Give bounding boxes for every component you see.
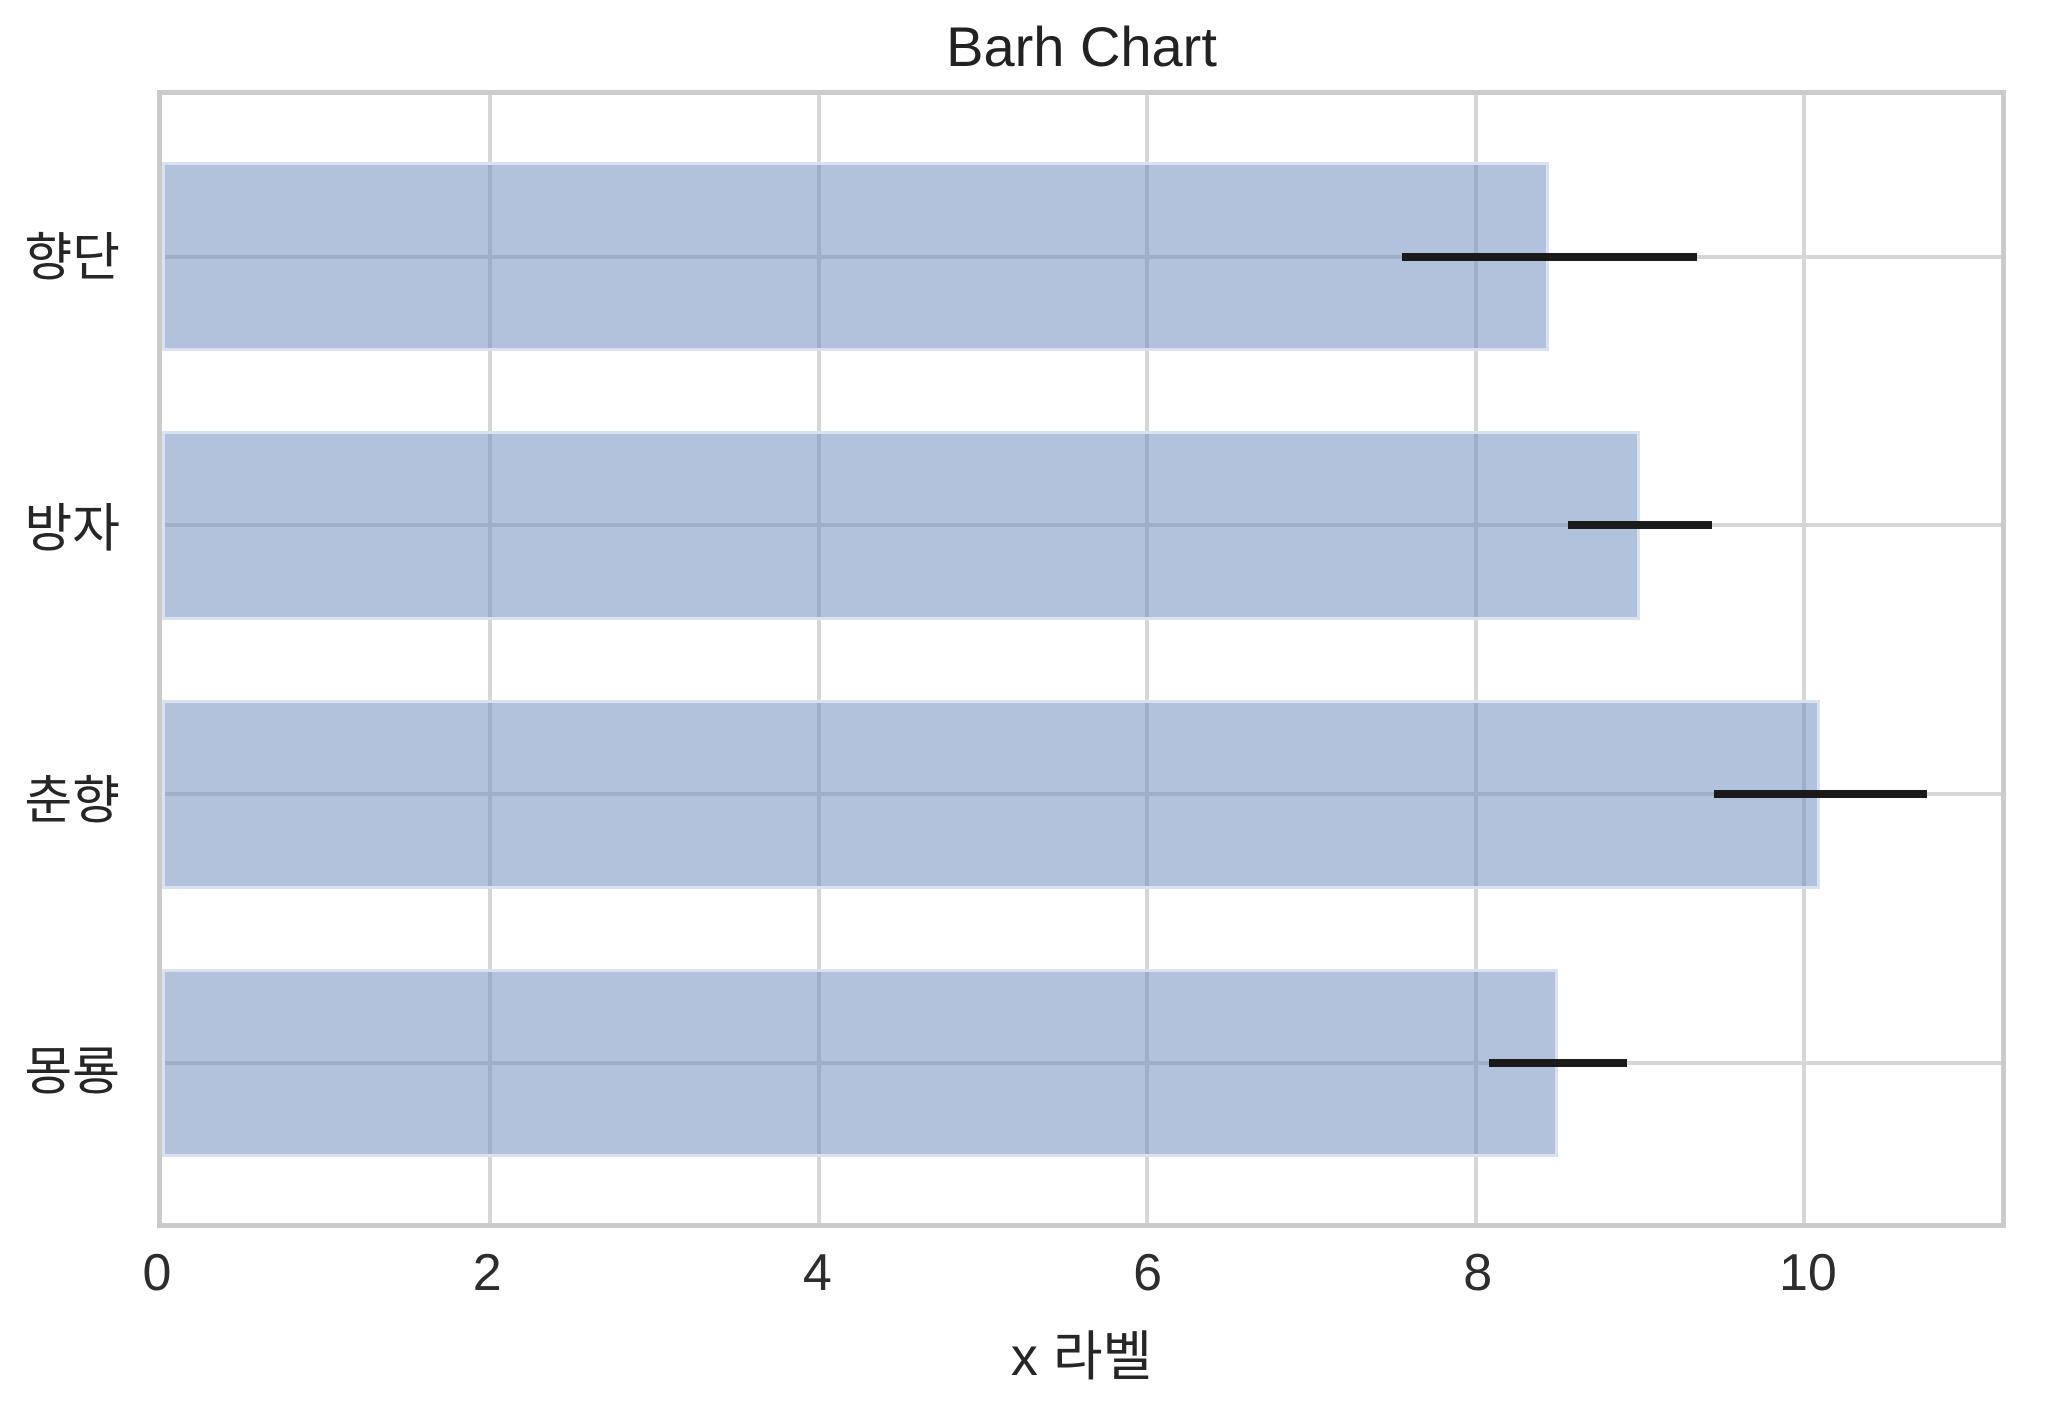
x-tick-label: 10 (1778, 1244, 1837, 1302)
gridline-vertical (1801, 95, 1806, 1223)
x-tick-label: 0 (142, 1244, 172, 1302)
error-bar (1401, 252, 1698, 261)
y-tick-label: 방자 (24, 500, 120, 559)
x-tick-label: 4 (802, 1244, 832, 1302)
gridline-vertical (1473, 95, 1478, 1223)
bar (162, 700, 1821, 889)
x-axis-label: x 라벨 (1010, 1327, 1153, 1387)
x-tick-label: 2 (472, 1244, 502, 1302)
chart-title: Barh Chart (946, 15, 1217, 78)
bar (162, 162, 1550, 351)
gridline-vertical (488, 95, 493, 1223)
x-tick-label: 6 (1133, 1244, 1162, 1302)
error-bar (1488, 1059, 1627, 1068)
x-axis-tick-labels: 0 2 4 6 8 10 (143, 1243, 2006, 1313)
x-tick-label: 8 (1463, 1244, 1493, 1302)
y-tick-label: 향단 (24, 229, 120, 288)
error-bar (1567, 521, 1712, 530)
error-bar (1713, 790, 1928, 799)
plot-area (157, 90, 2006, 1228)
gridline-vertical (816, 95, 821, 1223)
bar (162, 969, 1558, 1158)
y-tick-label: 춘향 (24, 772, 120, 831)
bar (162, 431, 1640, 620)
gridline-vertical (1145, 95, 1150, 1223)
y-tick-label: 몽룡 (24, 1043, 120, 1102)
